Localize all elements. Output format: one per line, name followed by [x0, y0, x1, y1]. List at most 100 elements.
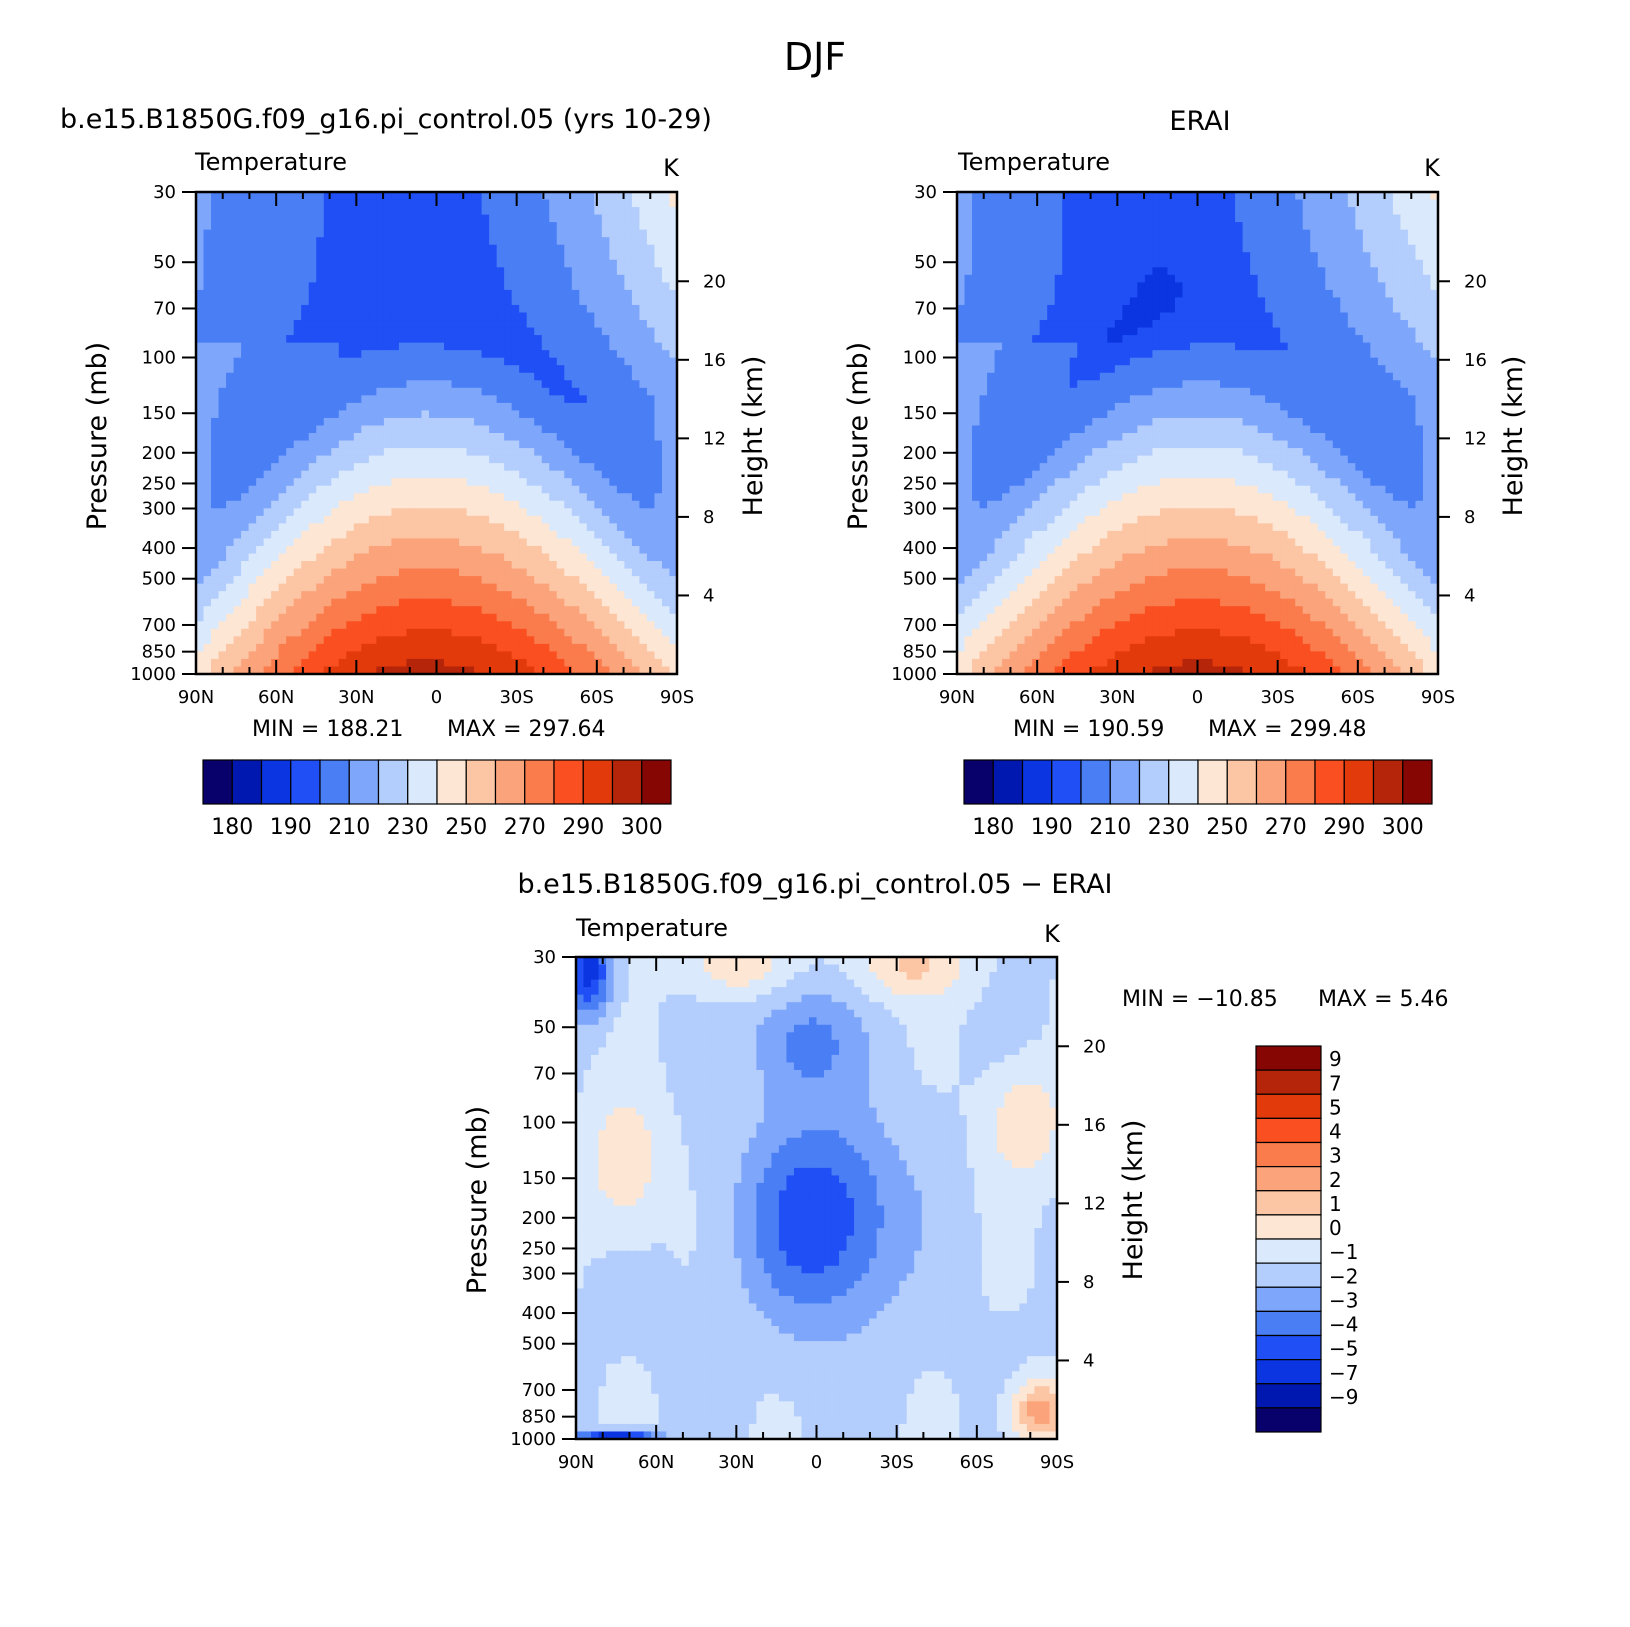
y-tick-label-right: 4: [703, 585, 714, 606]
field-cell: [579, 591, 588, 600]
field-cell: [226, 357, 235, 366]
field-cell: [451, 523, 460, 532]
field-cell: [428, 214, 438, 223]
field-cell: [639, 576, 648, 585]
field-cell: [957, 274, 966, 283]
field-cell: [474, 598, 483, 607]
field-cell: [293, 304, 302, 314]
field-cell: [1242, 274, 1251, 283]
field-cell: [1144, 274, 1154, 283]
field-cell: [489, 395, 498, 404]
field-cell: [263, 448, 272, 457]
field-cell: [646, 282, 656, 291]
field-cell: [293, 387, 302, 396]
field-cell: [316, 342, 325, 351]
field-cell: [1325, 259, 1334, 268]
field-cell: [338, 282, 347, 291]
field-cell: [586, 485, 595, 494]
field-cell: [331, 192, 340, 201]
field-cell: [346, 372, 355, 381]
field-cell: [308, 568, 317, 577]
field-cell: [353, 591, 362, 600]
field-cell: [323, 387, 332, 396]
field-cell: [1407, 214, 1417, 223]
field-cell: [571, 267, 580, 276]
field-cell: [481, 297, 490, 306]
field-cell: [511, 568, 520, 577]
field-cell: [391, 666, 400, 675]
field-cell: [421, 658, 430, 668]
field-cell: [556, 342, 565, 351]
field-cell: [256, 440, 265, 449]
field-cell: [286, 207, 295, 216]
field-cell: [616, 192, 625, 201]
field-cell: [639, 478, 648, 487]
field-cell: [451, 237, 460, 246]
field-cell: [496, 485, 505, 494]
field-cell: [278, 327, 287, 336]
field-cell: [624, 214, 633, 223]
field-cell: [594, 297, 603, 306]
field-cell: [293, 591, 302, 600]
field-cell: [436, 493, 445, 502]
field-cell: [263, 463, 272, 472]
field-cell: [1114, 259, 1123, 268]
field-cell: [421, 515, 430, 524]
field-cell: [631, 433, 641, 442]
field-cell: [519, 470, 528, 479]
field-cell: [459, 613, 468, 622]
field-cell: [579, 312, 588, 321]
field-cell: [1280, 214, 1289, 223]
field-cell: [564, 470, 573, 479]
field-cell: [1317, 229, 1326, 238]
field-cell: [496, 222, 505, 231]
field-cell: [323, 658, 332, 668]
field-cell: [534, 342, 543, 351]
field-cell: [398, 350, 408, 359]
field-cell: [413, 493, 423, 502]
field-cell: [263, 591, 272, 600]
field-cell: [316, 463, 325, 472]
field-cell: [534, 621, 543, 630]
field-cell: [376, 530, 385, 540]
field-cell: [594, 372, 603, 381]
field-cell: [286, 553, 295, 562]
field-cell: [504, 335, 513, 344]
field-cell: [669, 312, 678, 321]
field-cell: [1332, 222, 1341, 231]
field-cell: [519, 651, 528, 660]
field-cell: [601, 312, 610, 321]
field-cell: [203, 613, 212, 622]
field-cell: [586, 312, 595, 321]
field-cell: [323, 643, 332, 653]
field-cell: [338, 568, 347, 577]
field-cell: [271, 312, 280, 321]
field-cell: [564, 658, 573, 668]
field-cell: [571, 658, 580, 668]
field-cell: [571, 651, 580, 660]
field-cell: [474, 583, 483, 592]
field-cell: [196, 433, 205, 442]
field-cell: [271, 320, 280, 329]
field-cell: [1220, 237, 1229, 246]
field-cell: [1355, 274, 1364, 283]
field-cell: [391, 259, 400, 268]
field-cell: [233, 628, 242, 637]
field-cell: [263, 289, 272, 299]
field-cell: [226, 470, 235, 479]
field-cell: [1039, 244, 1048, 253]
field-cell: [278, 259, 287, 268]
field-cell: [451, 327, 460, 336]
field-cell: [1325, 229, 1334, 238]
field-cell: [383, 335, 393, 344]
field-cell: [564, 259, 573, 268]
field-cell: [293, 613, 302, 622]
field-cell: [661, 636, 671, 645]
field-cell: [616, 372, 625, 381]
field-cell: [519, 568, 528, 577]
field-cell: [481, 267, 490, 276]
field-cell: [489, 207, 498, 216]
field-cell: [594, 553, 603, 562]
field-cell: [444, 320, 453, 329]
field-cell: [256, 651, 265, 660]
